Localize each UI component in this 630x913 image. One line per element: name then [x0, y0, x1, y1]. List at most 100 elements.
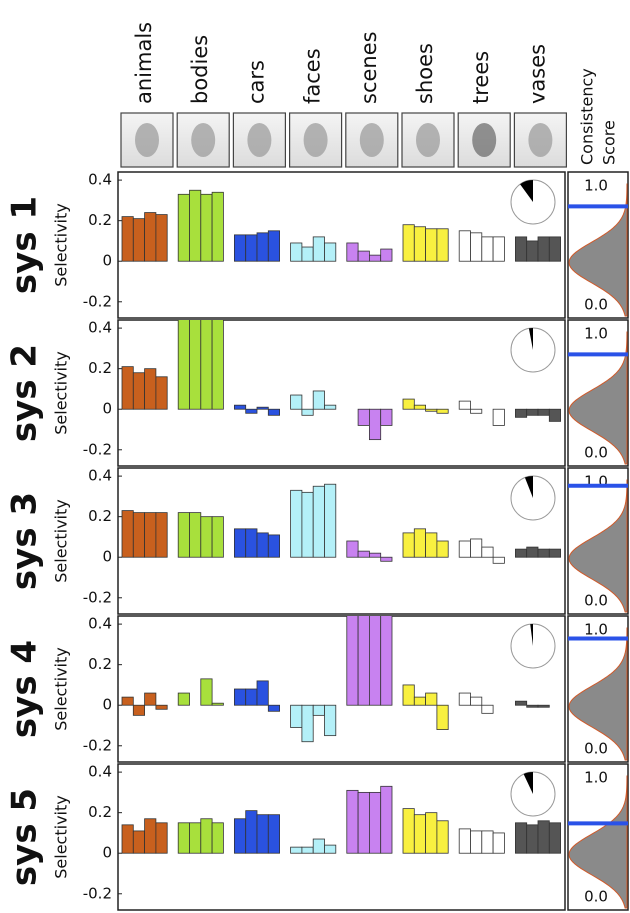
- bar: [200, 818, 213, 854]
- null-distribution: [568, 775, 628, 909]
- bar: [211, 516, 224, 558]
- bar: [132, 830, 146, 854]
- bar: [301, 846, 314, 854]
- bar: [481, 546, 494, 558]
- bar: [177, 512, 190, 558]
- bar: [425, 812, 438, 854]
- bar: [458, 230, 471, 262]
- bar: [402, 684, 415, 706]
- y-tick-label: 0.2: [88, 655, 112, 673]
- bar: [526, 408, 539, 416]
- bar: [402, 808, 415, 854]
- bar: [290, 394, 303, 410]
- bar: [245, 234, 258, 262]
- bar: [290, 704, 303, 728]
- bar: [200, 193, 213, 262]
- bar: [515, 548, 528, 558]
- bar: [177, 692, 190, 706]
- bar: [526, 824, 539, 854]
- bar: [515, 822, 528, 854]
- y-tick-label: 0.4: [88, 319, 112, 337]
- bar: [357, 616, 370, 706]
- y-tick-label: 0.4: [88, 763, 112, 781]
- y-axis-label: Selectivity: [52, 203, 71, 286]
- y-tick-label: -0.2: [83, 884, 112, 902]
- bar: [211, 822, 224, 854]
- pie-wedge: [523, 772, 533, 794]
- bar: [515, 236, 528, 262]
- bar: [324, 483, 337, 558]
- y-tick-label: -0.2: [83, 588, 112, 606]
- bar: [548, 548, 561, 558]
- category-image-object: [191, 123, 216, 157]
- category-image-object: [416, 123, 440, 157]
- bar: [368, 791, 382, 854]
- bar: [233, 688, 247, 706]
- y-axis-label: Selectivity: [52, 647, 71, 730]
- null-distribution: [568, 627, 628, 761]
- bar: [132, 704, 146, 716]
- y-tick-label: 0.4: [88, 171, 112, 189]
- bar: [267, 230, 280, 262]
- bar: [267, 704, 280, 712]
- panel-title: sys 5: [5, 788, 45, 886]
- bar: [233, 528, 247, 558]
- category-image-object: [303, 123, 328, 157]
- bar: [368, 408, 382, 441]
- bar: [200, 678, 213, 706]
- bar: [324, 242, 337, 262]
- pie-wedge: [528, 328, 533, 350]
- bar: [346, 540, 359, 558]
- bar: [177, 822, 190, 854]
- bar: [526, 240, 539, 262]
- bar: [470, 232, 483, 262]
- bar: [132, 218, 146, 262]
- bar: [189, 822, 202, 854]
- score-title: Consistency: [578, 68, 597, 165]
- bar: [177, 320, 190, 410]
- bar: [458, 400, 471, 410]
- bars: [121, 785, 561, 854]
- bar: [413, 814, 426, 854]
- bar: [357, 408, 370, 426]
- bar: [402, 398, 415, 410]
- bar: [413, 226, 426, 262]
- bar: [144, 212, 157, 262]
- y-tick-label: 0.2: [88, 211, 112, 229]
- bar: [492, 556, 505, 564]
- pie-wedge: [520, 180, 533, 202]
- bar: [402, 532, 415, 558]
- category-label: scenes: [357, 31, 381, 104]
- y-tick-label: -0.2: [83, 440, 112, 458]
- category-image-object: [359, 123, 384, 157]
- bar: [200, 516, 213, 558]
- score-tick-label: 1.0: [584, 177, 608, 195]
- bar: [492, 408, 505, 426]
- bar: [380, 248, 393, 262]
- bar: [256, 680, 269, 706]
- bar: [155, 376, 168, 410]
- bar: [155, 214, 168, 262]
- bar: [481, 704, 494, 714]
- category-image-object: [247, 123, 272, 157]
- category-label: faces: [301, 48, 325, 104]
- bar: [245, 810, 258, 854]
- bar: [548, 408, 561, 422]
- bar: [245, 528, 258, 558]
- bar: [413, 696, 426, 706]
- category-label: trees: [469, 51, 493, 104]
- panel-title: sys 3: [5, 492, 45, 590]
- bar: [458, 692, 471, 706]
- bar: [132, 512, 146, 558]
- bar: [436, 408, 449, 414]
- bar: [121, 696, 134, 706]
- category-label: animals: [132, 22, 156, 104]
- category-label: vases: [525, 44, 549, 104]
- bar: [526, 546, 539, 558]
- bar: [245, 408, 258, 414]
- bar: [470, 538, 483, 558]
- bar: [290, 242, 303, 262]
- bar: [436, 704, 449, 730]
- bar: [425, 692, 438, 706]
- bar: [413, 528, 426, 558]
